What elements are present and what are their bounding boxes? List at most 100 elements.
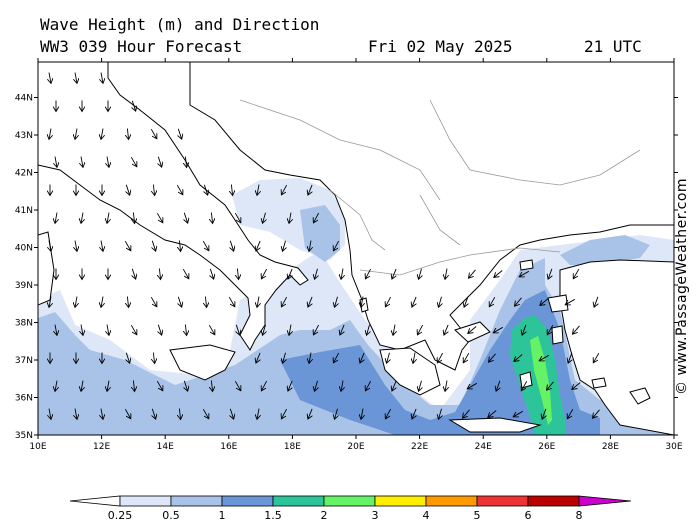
direction-arrow <box>81 380 83 392</box>
direction-arrow <box>152 408 155 419</box>
direction-arrow <box>340 324 344 335</box>
direction-arrow <box>367 324 370 336</box>
direction-arrow <box>594 296 598 307</box>
direction-arrow <box>467 382 478 389</box>
wave-direction-arrows <box>49 72 600 420</box>
direction-arrow <box>489 296 496 307</box>
direction-arrow <box>385 296 391 307</box>
direction-arrow <box>256 240 260 251</box>
direction-arrow <box>263 324 266 336</box>
direction-arrow <box>439 408 442 420</box>
direction-arrow <box>204 184 207 195</box>
direction-arrow <box>81 212 83 224</box>
direction-arrow <box>75 72 77 84</box>
direction-arrow <box>289 324 291 336</box>
direction-arrow <box>101 240 103 252</box>
direction-arrow <box>283 352 286 364</box>
direction-arrow <box>126 352 129 363</box>
direction-arrow <box>130 156 137 167</box>
wave-height-peak <box>510 315 566 435</box>
direction-arrow <box>101 72 103 84</box>
direction-arrow <box>231 184 232 196</box>
direction-arrow <box>444 324 448 335</box>
direction-arrow <box>127 128 128 140</box>
longitude-label: 18E <box>284 442 301 452</box>
wave-2-zone <box>530 336 552 425</box>
forecast-model: WW3 039 Hour Forecast <box>40 37 243 56</box>
direction-arrow <box>185 324 186 336</box>
longitude-label: 28E <box>602 442 619 452</box>
direction-arrow <box>257 296 259 308</box>
legend-swatch <box>170 495 223 507</box>
direction-arrow <box>124 408 131 419</box>
direction-arrow <box>230 408 233 419</box>
direction-arrow <box>513 410 524 417</box>
direction-arrow <box>49 72 51 84</box>
direction-arrow <box>489 353 496 362</box>
legend-label: 8 <box>576 509 583 522</box>
legend-label: 3 <box>372 509 379 522</box>
direction-arrow <box>413 352 415 364</box>
longitude-label: 12E <box>93 442 110 452</box>
direction-arrow <box>158 324 161 335</box>
legend-swatch <box>578 495 632 507</box>
legend-swatch <box>221 495 274 507</box>
direction-arrow <box>124 240 131 251</box>
direction-arrow <box>150 128 157 139</box>
direction-arrow <box>522 324 526 335</box>
direction-arrow <box>150 296 157 307</box>
direction-arrow <box>156 380 163 391</box>
direction-arrow <box>159 268 160 280</box>
direction-arrow <box>464 296 468 307</box>
legend-swatch <box>374 495 427 507</box>
direction-arrow <box>439 296 442 308</box>
direction-arrow <box>127 296 128 308</box>
direction-arrow <box>519 270 530 277</box>
direction-arrow <box>333 352 339 363</box>
direction-arrow <box>75 296 77 308</box>
credit-text: © www.PassageWeather.com <box>674 177 690 395</box>
direction-arrow <box>469 269 476 278</box>
direction-arrow <box>539 354 550 361</box>
direction-arrow <box>132 268 135 279</box>
direction-arrow <box>540 298 549 306</box>
direction-arrow <box>234 380 241 391</box>
kos-island <box>591 377 607 389</box>
direction-arrow <box>257 184 259 196</box>
direction-arrow <box>573 325 580 334</box>
direction-arrow <box>101 128 103 140</box>
legend-label: 0.5 <box>162 509 180 522</box>
direction-arrow <box>419 380 422 392</box>
direction-arrow <box>55 324 57 336</box>
longitude-label: 24E <box>475 442 492 452</box>
direction-arrow <box>315 380 318 392</box>
direction-arrow <box>210 268 213 279</box>
direction-arrow <box>156 212 163 223</box>
legend-label: 5 <box>474 509 481 522</box>
direction-arrow <box>335 408 338 420</box>
direction-arrow <box>521 380 528 391</box>
longitude-label: 20E <box>347 442 364 452</box>
direction-arrow <box>392 380 396 391</box>
direction-arrow <box>81 324 83 336</box>
direction-arrow <box>387 352 390 364</box>
direction-arrow <box>288 380 292 391</box>
direction-arrow <box>341 380 343 392</box>
legend-label: 6 <box>525 509 532 522</box>
latitude-label: 44N <box>15 94 33 104</box>
latitude-label: 40N <box>15 244 33 254</box>
direction-arrow <box>572 382 581 390</box>
longitude-axis: 10E 12E 14E 16E 18E 20E 22E 24E 26E 28E 30E <box>29 58 683 452</box>
legend-label: 1 <box>219 509 226 522</box>
direction-arrow <box>257 408 259 420</box>
direction-arrow <box>514 354 523 362</box>
longitude-label: 22E <box>411 442 428 452</box>
direction-arrow <box>288 268 292 279</box>
direction-arrow <box>547 324 554 335</box>
longitude-label: 10E <box>29 442 46 452</box>
direction-arrow <box>153 184 154 196</box>
legend-swatch <box>69 495 121 507</box>
direction-arrow <box>184 212 187 223</box>
latitude-label: 35N <box>15 431 33 441</box>
